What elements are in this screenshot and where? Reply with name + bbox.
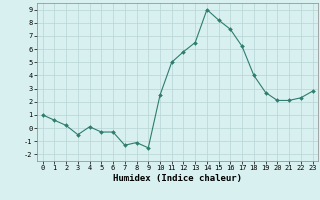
X-axis label: Humidex (Indice chaleur): Humidex (Indice chaleur) [113,174,242,183]
